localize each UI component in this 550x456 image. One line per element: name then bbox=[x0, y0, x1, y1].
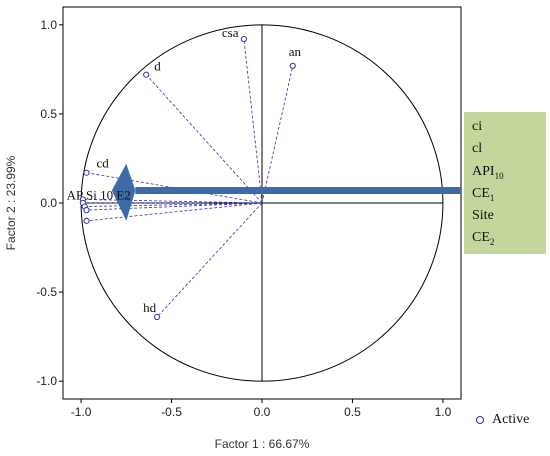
variable-point bbox=[83, 169, 90, 176]
x-tick-label: 0.5 bbox=[344, 405, 361, 419]
legend-label: Active bbox=[492, 412, 530, 427]
legend: Active bbox=[476, 412, 529, 428]
y-tick-label: -1.0 bbox=[36, 374, 57, 388]
annotation-line: API10 bbox=[472, 163, 504, 181]
x-axis-label: Factor 1 : 66.67% bbox=[215, 437, 310, 451]
variable-point bbox=[289, 62, 296, 69]
loading-vector bbox=[156, 202, 263, 318]
variable-label: an bbox=[289, 44, 302, 59]
annotation-line: CE1 bbox=[472, 185, 495, 203]
variable-label: cd bbox=[97, 156, 110, 171]
legend-marker-icon bbox=[476, 416, 484, 424]
x-tick-label: -0.5 bbox=[161, 405, 182, 419]
annotation-line: Site bbox=[472, 208, 494, 224]
variable-annotation-box: ci cl API10 CE1 Site CE2 bbox=[464, 112, 546, 254]
arrow-shaft bbox=[135, 187, 461, 195]
y-tick-label: 0.5 bbox=[40, 107, 57, 121]
loading-vector bbox=[145, 74, 263, 204]
loading-vector bbox=[84, 202, 263, 207]
variable-point bbox=[83, 207, 90, 214]
variable-point bbox=[153, 313, 161, 321]
loading-vector bbox=[261, 65, 294, 204]
variable-label: csa bbox=[222, 25, 239, 40]
variable-point bbox=[240, 35, 248, 43]
annotation-line: cl bbox=[472, 141, 483, 157]
y-tick-label: -0.5 bbox=[36, 285, 57, 299]
x-tick-label: -1.0 bbox=[71, 405, 92, 419]
variable-point bbox=[143, 71, 150, 78]
annotation-line: ci bbox=[472, 119, 483, 134]
overlapping-variable-labels: AP Si 10 E2 bbox=[67, 187, 131, 202]
variable-label: hd bbox=[143, 300, 157, 315]
loading-vector bbox=[86, 202, 263, 222]
variable-point bbox=[83, 217, 90, 224]
loading-vector bbox=[243, 39, 263, 204]
y-tick-label: 1.0 bbox=[40, 18, 57, 32]
annotation-line: CE2 bbox=[472, 230, 495, 248]
variable-label: d bbox=[154, 59, 161, 74]
y-axis-label: Factor 2 : 23.99% bbox=[4, 155, 18, 250]
x-tick-label: 0.0 bbox=[254, 405, 271, 419]
arrow-head bbox=[111, 163, 136, 221]
loading-vector bbox=[86, 202, 263, 211]
x-tick-label: 1.0 bbox=[435, 405, 452, 419]
y-tick-label: 0.0 bbox=[40, 196, 57, 210]
